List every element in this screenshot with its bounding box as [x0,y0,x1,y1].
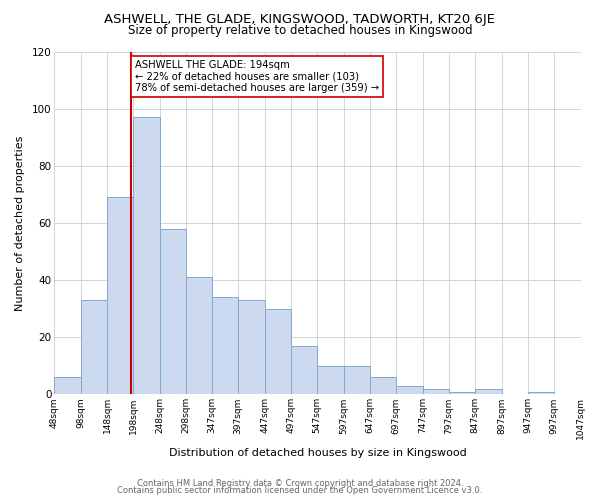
Y-axis label: Number of detached properties: Number of detached properties [15,136,25,310]
Bar [160,228,186,394]
Text: ASHWELL THE GLADE: 194sqm
← 22% of detached houses are smaller (103)
78% of semi: ASHWELL THE GLADE: 194sqm ← 22% of detac… [134,60,379,94]
Bar [133,117,160,394]
Bar [238,300,265,394]
Bar [81,300,107,394]
Bar [370,377,396,394]
X-axis label: Distribution of detached houses by size in Kingswood: Distribution of detached houses by size … [169,448,466,458]
Text: Contains public sector information licensed under the Open Government Licence v3: Contains public sector information licen… [118,486,482,495]
Bar [344,366,370,394]
Bar [55,377,81,394]
Bar [396,386,422,394]
Bar [449,392,475,394]
Bar [212,297,238,394]
Bar [475,388,502,394]
Bar [186,277,212,394]
Bar [317,366,344,394]
Text: ASHWELL, THE GLADE, KINGSWOOD, TADWORTH, KT20 6JE: ASHWELL, THE GLADE, KINGSWOOD, TADWORTH,… [104,12,496,26]
Bar [422,388,449,394]
Bar [291,346,317,395]
Text: Contains HM Land Registry data © Crown copyright and database right 2024.: Contains HM Land Registry data © Crown c… [137,478,463,488]
Bar [528,392,554,394]
Text: Size of property relative to detached houses in Kingswood: Size of property relative to detached ho… [128,24,472,37]
Bar [107,197,133,394]
Bar [265,308,291,394]
